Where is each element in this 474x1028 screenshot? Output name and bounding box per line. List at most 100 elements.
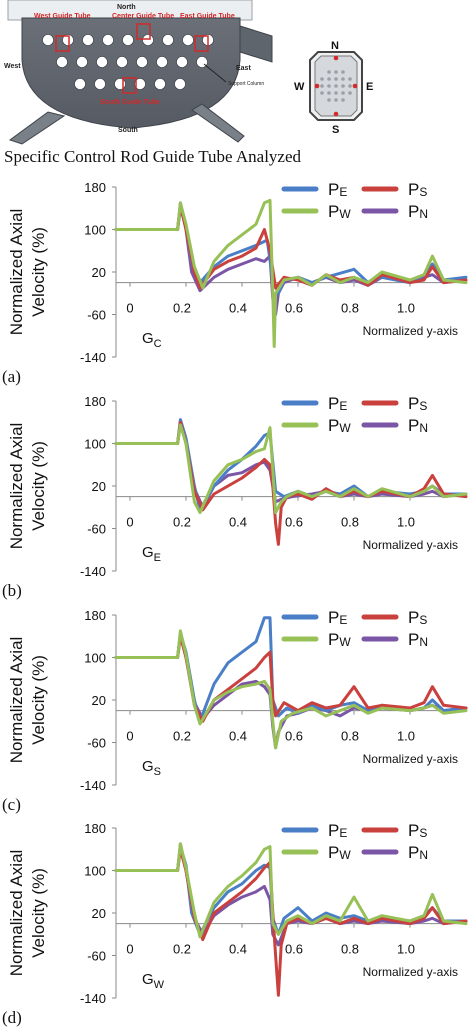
- legend-label: PS: [408, 821, 427, 840]
- x-tick-label: 0.6: [285, 729, 303, 744]
- label-west-guide-tube: West Guide Tube: [34, 13, 91, 20]
- label-east-guide-tube: East Guide Tube: [180, 13, 235, 20]
- rod-hole: [341, 70, 345, 74]
- marker-west: [314, 83, 320, 89]
- x-tick-label: 0.8: [341, 942, 359, 957]
- x-tick-label: 0.2: [173, 515, 191, 530]
- legend-label: PW: [328, 843, 351, 862]
- legend-label: PS: [408, 608, 427, 627]
- rod-hole: [341, 77, 345, 81]
- y-tick-label: -140: [80, 991, 106, 1006]
- velocity-chart-b: 180 100 20 -60 -140 0 0.2 0.4 0.6 0.8 1.0 Normalize…: [7, 394, 468, 579]
- guide-tube-hole: [182, 34, 194, 46]
- east-guide-tube-marker: [194, 35, 209, 52]
- y-axis-title: Velocity (%): [29, 655, 48, 745]
- x-tick-label: 0.2: [173, 301, 191, 316]
- chart-panel-d: 180 100 20 -60 -140 0 0.2 0.4 0.6 0.8 1.0 Normalize…: [0, 814, 474, 1027]
- guide-tube-hole: [142, 34, 154, 46]
- panel-label: (c): [2, 795, 21, 814]
- y-tick-label: -60: [87, 522, 106, 537]
- y-tick-label: 180: [84, 821, 106, 836]
- x-axis-title: Normalized y-axis: [363, 752, 458, 766]
- y-tick-label: -60: [87, 736, 106, 751]
- x-tick-label: 0.4: [229, 942, 247, 957]
- guide-tube-hole: [134, 78, 146, 90]
- figure-heading: Specific Control Rod Guide Tube Analyzed: [4, 147, 302, 166]
- y-tick-label: -140: [80, 778, 106, 793]
- y-tick-label: -140: [80, 564, 106, 579]
- velocity-chart-c: 180 100 20 -60 -140 0 0.2 0.4 0.6 0.8 1.0 Normalize…: [7, 608, 468, 793]
- label-east: East: [236, 65, 251, 72]
- rod-hole: [341, 91, 345, 95]
- guide-tube-compass-diagram: N S W E: [294, 40, 373, 136]
- guide-tube-holes: [42, 34, 214, 90]
- guide-tube-hole: [122, 34, 134, 46]
- x-tick-label: 1.0: [397, 301, 415, 316]
- reactor-schematic: North West Guide Tube Center Guide Tube …: [4, 0, 373, 145]
- guide-tube-hole: [136, 56, 148, 68]
- x-tick-label: 0.4: [229, 515, 247, 530]
- guide-tube-hole: [42, 34, 54, 46]
- label-west: West: [4, 63, 21, 70]
- chart-panel-b: 180 100 20 -60 -140 0 0.2 0.4 0.6 0.8 1.0 Normalize…: [0, 387, 474, 600]
- panel-label: (b): [2, 581, 22, 600]
- x-axis-title: Normalized y-axis: [363, 324, 458, 338]
- compass-w: W: [294, 81, 305, 93]
- x-tick-label: 0.6: [285, 301, 303, 316]
- x-tick-label: 1.0: [397, 942, 415, 957]
- x-tick-label: 0.8: [341, 301, 359, 316]
- tube-label: GS: [142, 758, 161, 778]
- legend-label: PS: [408, 394, 427, 413]
- rod-hole: [348, 77, 352, 81]
- x-tick-label: 0.2: [173, 729, 191, 744]
- rod-hole: [334, 98, 338, 102]
- y-axis-title: Velocity (%): [29, 227, 48, 317]
- rod-hole: [334, 70, 338, 74]
- tube-label: GW: [142, 971, 165, 991]
- x-tick-label: 0.4: [229, 301, 247, 316]
- support-column-pointer: [203, 63, 227, 83]
- rod-hole: [320, 77, 324, 81]
- y-tick-label: 100: [84, 223, 106, 238]
- x-tick-label: 0: [126, 301, 133, 316]
- x-tick-label: 0.4: [229, 729, 247, 744]
- x-tick-label: 0.8: [341, 515, 359, 530]
- rod-hole: [334, 91, 338, 95]
- velocity-chart-d: 180 100 20 -60 -140 0 0.2 0.4 0.6 0.8 1.0 Normalize…: [7, 821, 468, 1006]
- label-south: South: [118, 127, 138, 134]
- legend-label: PE: [328, 180, 347, 199]
- y-tick-label: -60: [87, 949, 106, 964]
- legend-label: PN: [408, 202, 428, 221]
- y-axis-title: Velocity (%): [29, 868, 48, 958]
- rod-hole: [320, 91, 324, 95]
- label-north: North: [117, 4, 136, 11]
- x-tick-label: 0.6: [285, 515, 303, 530]
- x-tick-label: 1.0: [397, 515, 415, 530]
- x-tick-label: 0.2: [173, 942, 191, 957]
- x-tick-label: 0: [126, 942, 133, 957]
- rod-hole: [327, 98, 331, 102]
- y-axis-title: Normalized Axial: [7, 209, 26, 336]
- chart-panel-a: 180 100 20 -60 -140 0 0.2 0.4 0.6 0.8 1.0 Normalize…: [0, 173, 474, 386]
- legend-label: PW: [328, 630, 351, 649]
- y-tick-label: 100: [84, 651, 106, 666]
- y-axis-title: Normalized Axial: [7, 637, 26, 764]
- legend-label: PN: [408, 843, 428, 862]
- series-line-ps: [114, 204, 468, 290]
- rod-hole: [348, 91, 352, 95]
- label-support-column: Support Column: [228, 81, 264, 87]
- label-center-guide-tube: Center Guide Tube: [112, 13, 174, 20]
- label-south-guide-tube: South Guide Tube: [100, 99, 160, 106]
- legend-label: PW: [328, 202, 351, 221]
- series-line-pw: [114, 629, 468, 750]
- y-axis-title: Velocity (%): [29, 441, 48, 531]
- y-tick-label: 100: [84, 437, 106, 452]
- y-axis-title: Normalized Axial: [7, 423, 26, 550]
- guide-tube-hole: [102, 34, 114, 46]
- y-tick-label: 180: [84, 180, 106, 195]
- center-guide-tube-marker: [136, 23, 151, 40]
- guide-tube-hole: [96, 56, 108, 68]
- guide-tube-hole: [114, 78, 126, 90]
- y-tick-label: 180: [84, 394, 106, 409]
- marker-south: [333, 111, 339, 117]
